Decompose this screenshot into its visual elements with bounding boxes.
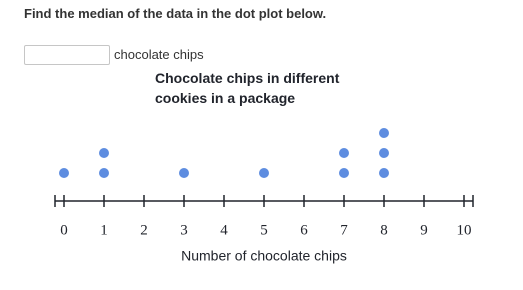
x-tick-label: 7 <box>340 222 348 238</box>
chart-title: Chocolate chips in different cookies in … <box>155 70 340 106</box>
x-tick-label: 6 <box>300 222 308 238</box>
x-tick-label: 10 <box>457 222 472 238</box>
x-tick-label: 2 <box>140 222 148 238</box>
dot <box>339 148 349 158</box>
dot <box>99 148 109 158</box>
x-tick-label: 3 <box>180 222 188 238</box>
dot <box>259 168 269 178</box>
dot <box>379 168 389 178</box>
answer-input[interactable] <box>24 45 110 65</box>
x-tick-label: 9 <box>420 222 428 238</box>
dot <box>99 168 109 178</box>
answer-unit: chocolate chips <box>114 47 204 62</box>
dot <box>179 168 189 178</box>
dot <box>339 168 349 178</box>
dot <box>379 128 389 138</box>
question: Find the median of the data in the dot p… <box>24 6 327 21</box>
x-tick-label: 0 <box>60 222 68 238</box>
x-axis-label: Number of chocolate chips <box>181 248 347 264</box>
dot <box>59 168 69 178</box>
x-tick-label: 8 <box>380 222 388 238</box>
dot <box>379 148 389 158</box>
x-tick-label: 1 <box>100 222 108 238</box>
x-tick-label: 5 <box>260 222 268 238</box>
x-tick-label: 4 <box>220 222 228 238</box>
